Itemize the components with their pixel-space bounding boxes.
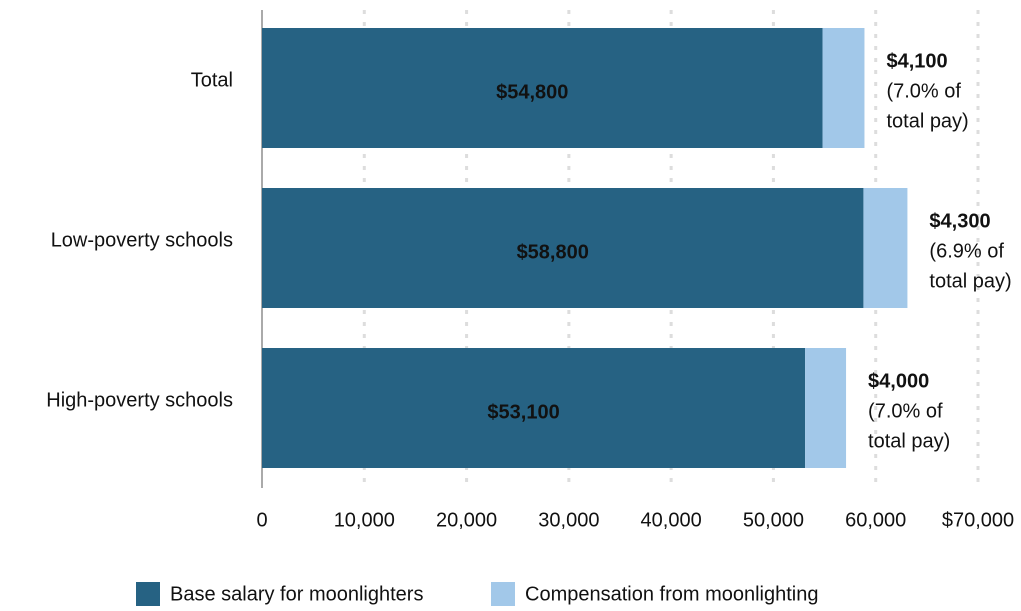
legend-label: Compensation from moonlighting	[525, 583, 819, 605]
category-label: Total	[191, 69, 233, 91]
bar-segment	[262, 28, 823, 148]
x-tick-label: 10,000	[334, 509, 395, 531]
x-tick-label: 40,000	[641, 509, 702, 531]
bar-segment	[262, 348, 806, 468]
bar-segment	[805, 348, 847, 468]
annotation: total pay)	[929, 270, 1011, 292]
bar-segment	[822, 28, 865, 148]
legend-label: Base salary for moonlighters	[170, 583, 423, 605]
annotation: (7.0% of	[868, 400, 943, 422]
annotation: (7.0% of	[886, 80, 961, 102]
value-label: $54,800	[496, 81, 568, 103]
x-tick-label: 60,000	[845, 509, 906, 531]
annotation: (6.9% of	[929, 240, 1004, 262]
x-tick-label: 20,000	[436, 509, 497, 531]
x-tick-label: 0	[256, 509, 267, 531]
legend-swatch	[136, 582, 160, 606]
value-label: $53,100	[487, 401, 559, 423]
bar-segment	[863, 188, 908, 308]
x-tick-label: $70,000	[942, 509, 1014, 531]
annotation: total pay)	[886, 110, 968, 132]
x-tick-label: 50,000	[743, 509, 804, 531]
category-label: High-poverty schools	[46, 389, 233, 411]
value-label: $4,100	[886, 50, 947, 72]
annotation: total pay)	[868, 430, 950, 452]
bar-segment	[262, 188, 864, 308]
category-label: Low-poverty schools	[51, 229, 233, 251]
value-label: $58,800	[517, 241, 589, 263]
value-label: $4,000	[868, 370, 929, 392]
legend-swatch	[491, 582, 515, 606]
x-tick-label: 30,000	[538, 509, 599, 531]
value-label: $4,300	[929, 210, 990, 232]
